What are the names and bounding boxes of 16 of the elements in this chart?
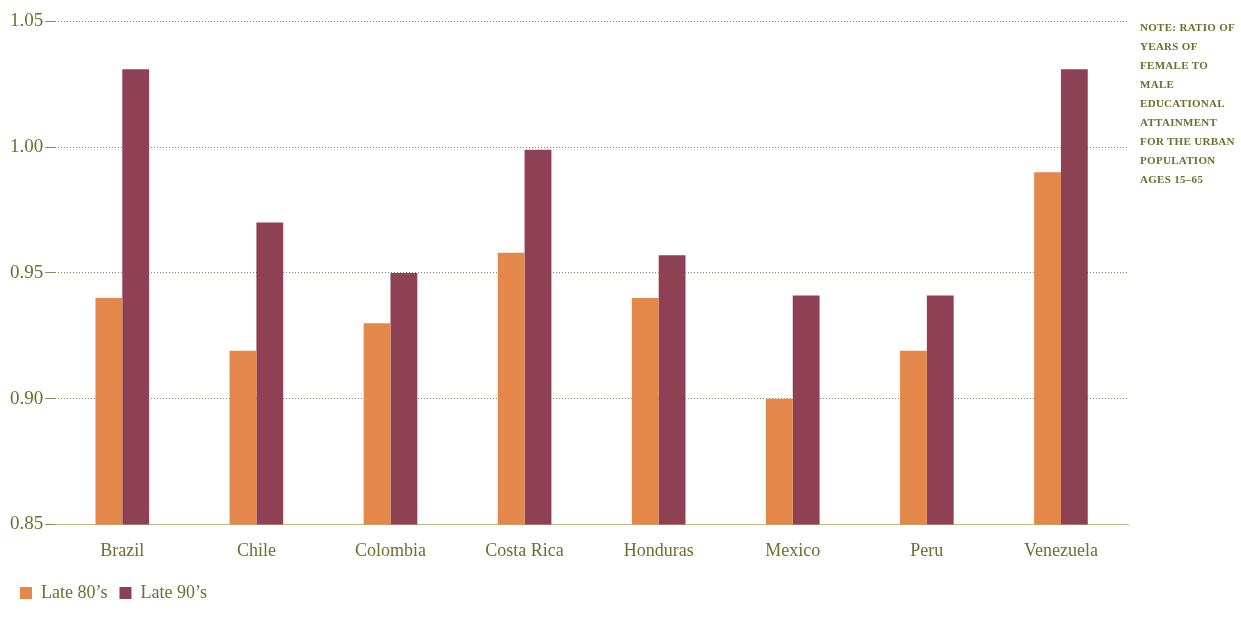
x-tick-label: Brazil [100,539,145,560]
y-tick-label: 1.05 [10,9,44,31]
legend-label: Late 80’s [41,581,108,602]
y-tick-label: 1.00 [10,135,44,157]
x-tick-label: Venezuela [1023,539,1098,560]
x-tick-label: Honduras [623,539,694,560]
x-tick-label: Colombia [354,539,426,560]
x-tick-label: Peru [910,539,944,560]
legend-label: Late 90’s [140,581,207,602]
text: NOTE: RATIO OF YEARS OF FEMALE TO MALE EDUCATIONAL ATTAINMENT FOR THE URBAN POPULATION AGES 15–65 [1140,21,1235,185]
x-tick-label: Costa Rica [485,539,564,560]
x-tick-label: Chile [236,539,276,560]
y-tick-label: 0.90 [10,386,44,408]
y-tick-label: 0.85 [10,512,44,534]
y-tick-label: 0.95 [10,260,44,282]
x-tick-label: Mexico [765,539,821,560]
